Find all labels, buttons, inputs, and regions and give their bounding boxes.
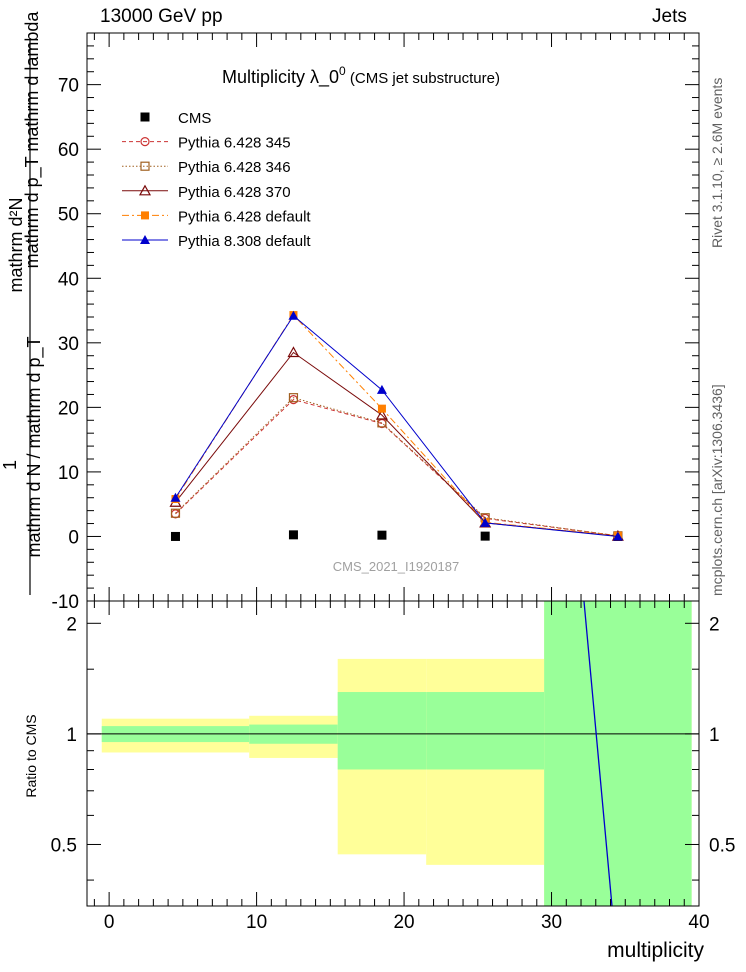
series-5 [170, 310, 623, 541]
legend-entry: Pythia 6.428 default [122, 208, 311, 225]
xtick-label: 40 [688, 912, 709, 933]
legend-marker [140, 235, 150, 244]
main-ytick-label: 50 [58, 205, 79, 226]
header-right: Jets [652, 6, 687, 27]
xtick-label: 10 [246, 912, 267, 933]
main-ytick-label: 70 [58, 76, 79, 97]
data-point [170, 508, 181, 518]
xtick-label: 20 [393, 912, 414, 933]
ratio-frame [86, 600, 700, 907]
data-point [480, 531, 490, 541]
legend: CMS Pythia 6.428 345 Pythia 6.428 346 Pythi… [122, 110, 311, 250]
main-plot: -10 0 10 20 30 40 50 60 70 Multiplicity λ_00 (CM… [52, 32, 700, 613]
legend-label: Pythia 6.428 345 [178, 135, 291, 152]
legend-entry: Pythia 6.428 345 [122, 135, 291, 152]
ratio-ticks: 0.5 0.51 12 20 10 20 30 40 [51, 601, 735, 933]
data-point [170, 531, 180, 541]
legend-entry: CMS [140, 110, 211, 127]
main-y-ticks: -10 0 10 20 30 40 50 60 70 [52, 32, 700, 613]
ylabel-bottom: mathrm d N / mathrm d p_T [24, 336, 45, 557]
legend-marker [140, 137, 150, 147]
series-line [175, 397, 618, 537]
legend-marker [140, 112, 150, 122]
data-point [375, 408, 388, 420]
legend-marker [140, 161, 150, 171]
ratio-bands [87, 600, 699, 907]
data-point [612, 531, 623, 541]
data-point [377, 530, 387, 540]
series-1 [170, 395, 623, 541]
legend-label: Pythia 6.428 370 [178, 184, 291, 201]
ratio-ytick-label: 0.5 [51, 835, 77, 856]
ratio-series-line [583, 600, 613, 907]
main-ytick-label: 60 [58, 140, 79, 161]
series-line [175, 351, 618, 537]
main-title: Multiplicity λ_00 (CMS jet substructure) [222, 64, 500, 88]
main-ytick-label: 0 [68, 527, 79, 548]
ratio-ytick-label-right: 0.5 [709, 835, 735, 856]
legend-label: Pythia 8.308 default [178, 233, 311, 250]
data-point [376, 384, 387, 394]
main-series [169, 310, 624, 541]
series-3 [169, 346, 624, 541]
legend-entry: Pythia 6.428 346 [122, 159, 291, 176]
data-point [480, 517, 491, 527]
legend-marker [138, 184, 152, 196]
data-point [377, 404, 386, 413]
ratio-ytick-label: 1 [66, 725, 77, 746]
rivet-label: Rivet 3.1.10, ≥ 2.6M events [709, 78, 725, 248]
legend-entry: Pythia 8.308 default [122, 233, 311, 250]
xtick-label: 30 [541, 912, 562, 933]
ratio-band-green [544, 601, 692, 906]
ratio-band-green [426, 692, 545, 770]
ratio-ytick-label-right: 1 [709, 725, 720, 746]
data-point [288, 530, 298, 540]
header-left: 13000 GeV pp [100, 6, 223, 27]
ratio-band-green [337, 692, 427, 770]
main-ytick-label: 10 [58, 463, 79, 484]
series-2 [170, 393, 623, 541]
legend-marker [141, 211, 149, 220]
legend-label: CMS [178, 110, 211, 127]
x-axis-label: multiplicity [607, 939, 704, 962]
data-point [287, 346, 300, 358]
main-ytick-label: 40 [58, 269, 79, 290]
xtick-label: 0 [104, 912, 115, 933]
ylabel-top: mathrm d²N [6, 197, 26, 292]
ylabel-one: 1 [0, 460, 20, 470]
ratio-ylabel: Ratio to CMS [23, 714, 39, 797]
data-point [170, 492, 181, 502]
legend-label: Pythia 6.428 default [178, 208, 311, 225]
data-point [288, 393, 299, 403]
main-ytick-label: 30 [58, 334, 79, 355]
ylabel-mid: mathrm d p_T mathrm d lambda [22, 11, 43, 269]
series-4 [171, 311, 622, 540]
mcplots-label: mcplots.cern.ch [arXiv:1306.3436] [709, 384, 725, 596]
series-0 [170, 530, 623, 541]
data-point [288, 310, 299, 320]
series-line [175, 314, 618, 537]
legend-entry: Pythia 6.428 370 [122, 184, 291, 201]
ratio-ytick-label: 2 [66, 614, 77, 635]
main-ytick-label: -10 [52, 592, 79, 613]
series-line [175, 399, 618, 537]
ratio-ytick-label-right: 2 [709, 614, 720, 635]
ratio-plot: 0.5 0.51 12 20 10 20 30 40 Ratio to CMS multipl… [23, 600, 735, 962]
watermark: CMS_2021_I1920187 [333, 559, 460, 574]
series-line [175, 314, 618, 537]
main-ytick-label: 20 [58, 398, 79, 419]
main-y-axis-label: mathrm d²N 1 mathrm d p_T mathrm d lambd… [0, 11, 45, 595]
legend-label: Pythia 6.428 346 [178, 159, 291, 176]
